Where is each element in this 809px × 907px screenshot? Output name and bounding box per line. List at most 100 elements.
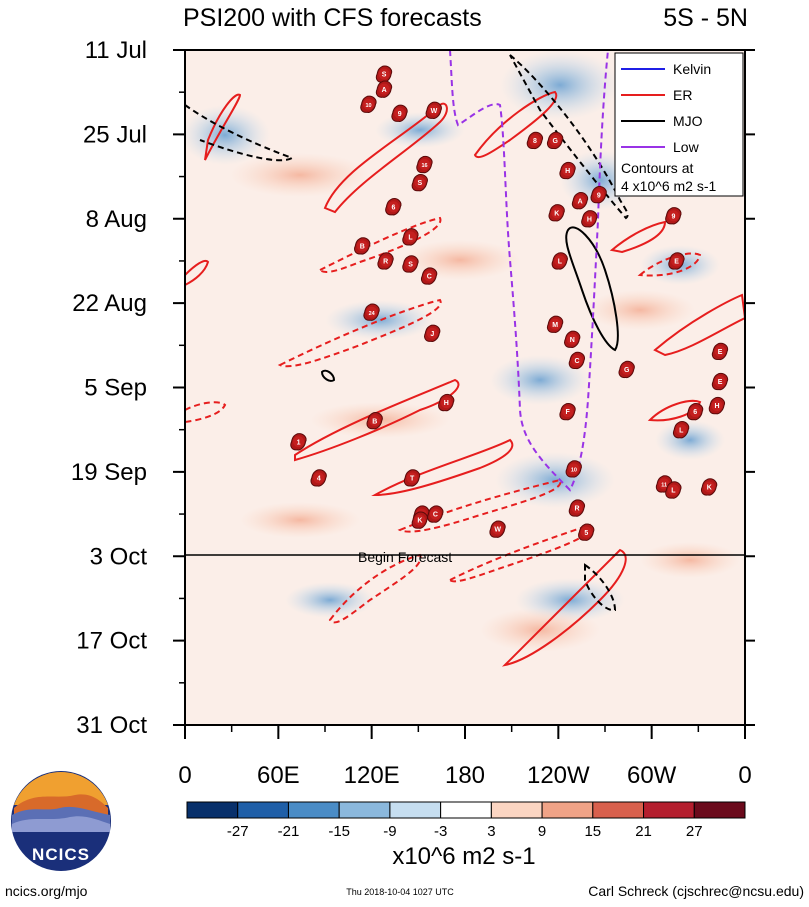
storm-label: R bbox=[574, 506, 579, 513]
storm-marker: 6 bbox=[385, 198, 402, 216]
storm-label: 6 bbox=[693, 409, 697, 416]
storm-marker: M bbox=[546, 315, 564, 333]
cool-anomaly bbox=[285, 582, 375, 618]
y-tick-label: 8 Aug bbox=[86, 206, 147, 233]
storm-label: 10 bbox=[365, 103, 371, 109]
storm-label: B bbox=[372, 418, 377, 425]
storm-label: S bbox=[382, 72, 387, 79]
colorbar-swatch bbox=[592, 801, 645, 819]
y-tick-label: 31 Oct bbox=[76, 712, 147, 739]
colorbar-swatch bbox=[287, 801, 340, 819]
storm-label: 24 bbox=[369, 311, 376, 317]
mjo-forecast-contour bbox=[584, 563, 617, 612]
er-forecast-contour bbox=[318, 216, 442, 273]
storm-marker: 24 bbox=[363, 303, 380, 321]
storm-label: A bbox=[382, 87, 387, 94]
storm-marker: A bbox=[571, 192, 589, 210]
footer-timestamp: Thu 2018-10-04 1027 UTC bbox=[346, 887, 454, 897]
chart-region: 5S - 5N bbox=[663, 4, 748, 32]
storm-label: S bbox=[408, 262, 413, 269]
storm-marker: L bbox=[402, 228, 419, 246]
colorbar-swatch bbox=[541, 801, 594, 819]
storm-label: 5 bbox=[584, 530, 588, 537]
colorbar-swatch bbox=[338, 801, 391, 819]
footer-author: Carl Schreck (cjschrec@ncsu.edu) bbox=[588, 883, 804, 899]
storm-label: A bbox=[578, 198, 583, 205]
er-contour bbox=[647, 400, 702, 422]
storm-marker: K bbox=[411, 511, 428, 529]
colorbar-tick-label: -3 bbox=[434, 823, 447, 840]
storm-marker: 16 bbox=[416, 155, 433, 174]
y-tick-label: 19 Sep bbox=[71, 459, 147, 486]
storm-label: K bbox=[554, 210, 559, 217]
colorbar-units: x10^6 m2 s-1 bbox=[392, 843, 535, 870]
storm-marker: K bbox=[548, 204, 565, 222]
colorbar-swatch bbox=[440, 801, 492, 819]
er-forecast-contour bbox=[397, 478, 562, 533]
storm-label: W bbox=[494, 527, 501, 534]
storm-label: 6 bbox=[391, 204, 395, 211]
er-contour bbox=[653, 293, 745, 357]
storm-marker: 10 bbox=[360, 95, 377, 113]
storm-label: T bbox=[410, 476, 415, 483]
storm-marker: 8 bbox=[526, 131, 543, 150]
colorbar-tick-label: -15 bbox=[328, 823, 350, 840]
storm-label: W bbox=[431, 108, 438, 115]
storm-marker: B bbox=[354, 237, 371, 255]
storm-label: R bbox=[383, 259, 388, 266]
storm-marker: 1 bbox=[290, 433, 307, 451]
storm-marker: H bbox=[708, 396, 725, 415]
colorbar-swatch bbox=[490, 801, 543, 819]
storm-marker: L bbox=[551, 252, 568, 270]
colorbar-tick-label: -27 bbox=[227, 823, 249, 840]
legend: Kelvin ER MJO Low Contours at 4 x10^6 m2 s-… bbox=[614, 52, 744, 197]
x-tick-label: 60E bbox=[257, 762, 300, 789]
storm-label: F bbox=[566, 409, 571, 416]
storm-label: E bbox=[674, 259, 679, 266]
storm-marker: G bbox=[618, 360, 635, 379]
colorbar-swatch bbox=[389, 801, 442, 819]
colorbar-tick-label: 27 bbox=[686, 823, 703, 840]
storm-marker: R bbox=[377, 252, 394, 270]
low-forecast-contour bbox=[449, 50, 609, 492]
storm-marker: L bbox=[672, 421, 690, 439]
storm-label: M bbox=[552, 322, 558, 329]
er-contour bbox=[473, 90, 558, 159]
storm-marker: L bbox=[665, 481, 682, 499]
storm-markers: S A 10 9 W 8 G H 16 S 6 A 9 K H 9 L B R S C L E 24 J M N C G E H E B F H 6 1… bbox=[290, 65, 729, 541]
legend-label: Low bbox=[673, 139, 700, 155]
storm-marker: H bbox=[559, 161, 576, 180]
storm-marker: 9 bbox=[590, 186, 607, 204]
storm-label: C bbox=[574, 358, 579, 365]
er-forecast-contour bbox=[185, 401, 227, 423]
storm-label: 10 bbox=[571, 467, 577, 473]
storm-label: L bbox=[408, 234, 413, 241]
storm-marker: A bbox=[375, 80, 393, 98]
cool-anomaly bbox=[325, 300, 435, 340]
storm-marker: C bbox=[427, 505, 444, 523]
storm-marker: T bbox=[403, 469, 421, 487]
storm-marker: C bbox=[568, 351, 585, 370]
x-axis: 0 60E 120E 180 120W 60W 0 bbox=[178, 725, 752, 789]
storm-label: H bbox=[587, 216, 592, 223]
legend-label: ER bbox=[673, 87, 692, 103]
storm-marker: E bbox=[668, 252, 685, 270]
storm-marker: W bbox=[425, 101, 442, 119]
storm-label: N bbox=[570, 337, 575, 344]
x-tick-label: 120E bbox=[344, 762, 400, 789]
er-forecast-contour bbox=[277, 298, 442, 368]
storm-marker: R bbox=[568, 499, 585, 517]
storm-label: H bbox=[714, 403, 719, 410]
storm-label: C bbox=[427, 274, 432, 281]
storm-marker: K bbox=[700, 478, 718, 496]
footer-site: ncics.org/mjo bbox=[5, 883, 88, 899]
storm-label: 1 bbox=[297, 439, 301, 446]
legend-label: MJO bbox=[673, 113, 703, 129]
storm-label: H bbox=[444, 400, 449, 407]
er-contour bbox=[501, 548, 627, 667]
colorbar: -27 -21 -15 -9 -3 3 9 15 21 27 bbox=[186, 801, 746, 840]
storm-label: 8 bbox=[533, 138, 537, 145]
storm-label: G bbox=[552, 138, 558, 145]
storm-label: K bbox=[417, 518, 422, 525]
mjo-contour bbox=[320, 369, 336, 382]
